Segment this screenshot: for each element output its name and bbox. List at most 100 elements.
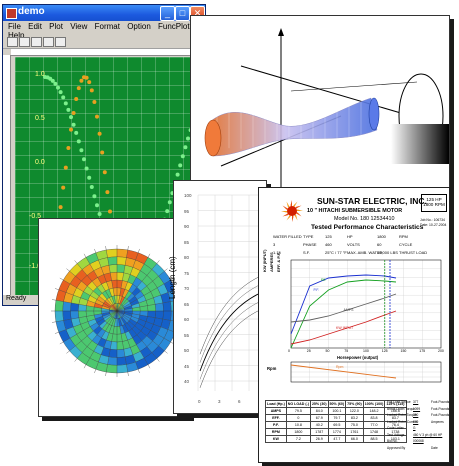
table-cell: 77.0 bbox=[362, 421, 386, 429]
polar-cell bbox=[101, 265, 111, 275]
polar-cell bbox=[117, 272, 124, 281]
polar-cell bbox=[117, 356, 127, 366]
table-cell: 88.5 bbox=[362, 435, 386, 443]
curve-point bbox=[79, 148, 84, 153]
polar-heatmap-panel bbox=[38, 218, 190, 417]
print-icon[interactable] bbox=[55, 37, 66, 47]
curve-point bbox=[76, 139, 81, 144]
polar-cell bbox=[108, 349, 117, 358]
polar-cell bbox=[121, 315, 129, 323]
company-name: SUN-STAR ELECTRIC, INC. bbox=[317, 196, 427, 206]
polar-cell bbox=[138, 315, 148, 322]
polar-cell bbox=[144, 257, 157, 270]
polar-spoke bbox=[116, 310, 160, 362]
report-date: Date: 10-27-2004 bbox=[420, 223, 447, 227]
performance-labels: Eff. P.F. AMPS KW INPUT 0 25 50 75 100 125 150 175 2… bbox=[259, 258, 449, 388]
polar-cell bbox=[141, 275, 153, 287]
note-label: Code Letter bbox=[387, 426, 404, 430]
polar-cell bbox=[121, 332, 128, 342]
polar-cell bbox=[117, 256, 127, 266]
polar-cell bbox=[71, 317, 81, 327]
spec-cell: 10,000 LBS bbox=[377, 250, 398, 255]
y-tick-label: -1.0 bbox=[29, 263, 42, 270]
growth-percentile-curve bbox=[199, 289, 266, 372]
polar-cell bbox=[107, 316, 114, 325]
polar-cell bbox=[95, 361, 108, 373]
polar-cell bbox=[125, 354, 136, 365]
polar-spoke bbox=[105, 245, 118, 312]
table-row: KW 7.2 26.9 47.7 66.0 88.5 103.1 bbox=[265, 435, 407, 443]
table-cell: 83.2 bbox=[345, 414, 364, 422]
polar-cell bbox=[114, 295, 117, 304]
curve-point bbox=[50, 78, 55, 83]
copy-icon[interactable] bbox=[31, 37, 42, 47]
menu-option[interactable]: Option bbox=[127, 22, 151, 31]
horizontal-ruler bbox=[11, 49, 205, 56]
table-cell: 67.9 bbox=[309, 414, 329, 422]
polar-cell bbox=[134, 291, 144, 300]
title-bar[interactable]: demo _ □ ✕ bbox=[3, 5, 205, 21]
spec-cell: RPM bbox=[399, 234, 408, 239]
growth-y-tick: 85 bbox=[184, 239, 190, 245]
polar-cell bbox=[101, 305, 110, 310]
polar-cell bbox=[130, 299, 139, 306]
window-title: demo bbox=[18, 6, 45, 17]
polar-cell bbox=[55, 289, 67, 302]
polar-cell bbox=[97, 337, 107, 348]
spec-cell: 1.15 bbox=[273, 250, 281, 255]
polar-cell bbox=[101, 312, 110, 317]
minimize-button[interactable]: _ bbox=[160, 6, 175, 21]
polar-cell bbox=[140, 326, 151, 336]
curve-point bbox=[58, 90, 63, 95]
growth-y-tick: 80 bbox=[184, 255, 190, 260]
polar-cell bbox=[93, 287, 103, 297]
menu-edit[interactable]: Edit bbox=[28, 22, 42, 31]
polar-spoke bbox=[66, 310, 118, 354]
growth-x-ticks: 0369 bbox=[198, 399, 266, 407]
maximize-button[interactable]: □ bbox=[175, 6, 190, 21]
new-icon[interactable] bbox=[7, 37, 18, 47]
polar-cell bbox=[120, 297, 127, 306]
polar-cell bbox=[128, 328, 137, 338]
curve-point bbox=[82, 157, 86, 162]
polar-cell bbox=[106, 280, 113, 290]
curve-point bbox=[71, 122, 76, 127]
curve-point bbox=[56, 85, 60, 90]
menu-format[interactable]: Format bbox=[94, 22, 120, 31]
paste-icon[interactable] bbox=[43, 37, 54, 47]
polar-cell bbox=[63, 271, 76, 284]
kw-curve-label: KW INPUT bbox=[336, 326, 354, 330]
polar-cell bbox=[130, 316, 139, 323]
open-icon[interactable] bbox=[19, 37, 30, 47]
polar-cell bbox=[107, 256, 117, 266]
growth-y-tick: 55 bbox=[184, 332, 190, 338]
hp-tick-label: 125 bbox=[381, 349, 388, 353]
polar-cell bbox=[105, 289, 112, 298]
table-cell: 47.7 bbox=[327, 435, 347, 443]
curve-point bbox=[69, 115, 73, 120]
table-cell: 69.5 bbox=[327, 421, 347, 429]
curve-point bbox=[95, 114, 99, 119]
menu-funcplot[interactable]: FuncPlot bbox=[158, 22, 190, 31]
menu-help[interactable]: Help bbox=[8, 31, 25, 40]
table-cell: P.F. bbox=[265, 421, 287, 429]
spec-cell: TYPE bbox=[303, 234, 314, 239]
table-cell: 84.0 bbox=[309, 407, 329, 415]
table-cell: 0 bbox=[285, 414, 311, 422]
polar-cell bbox=[81, 335, 93, 347]
spec-cell: S.F. bbox=[303, 250, 310, 255]
menu-view[interactable]: View bbox=[70, 22, 88, 31]
performance-chart bbox=[290, 259, 442, 383]
menu-plot[interactable]: Plot bbox=[49, 22, 63, 31]
growth-chart-panel: Length (cm) 100 95 90 85 80 75 70 65 60 55 50 45 40 … bbox=[168, 180, 267, 414]
growth-y-tick: 75 bbox=[184, 270, 190, 276]
growth-y-tick: 90 bbox=[184, 224, 190, 229]
polar-cell bbox=[95, 299, 104, 306]
polar-cell bbox=[83, 286, 94, 296]
polar-cell bbox=[128, 318, 138, 326]
menu-file[interactable]: File bbox=[8, 22, 21, 31]
growth-percentile-curve bbox=[199, 298, 266, 380]
spec-cell: THRUST LOAD bbox=[399, 250, 428, 255]
spec-cell: PHASE bbox=[303, 242, 317, 247]
polar-cell bbox=[117, 249, 128, 258]
